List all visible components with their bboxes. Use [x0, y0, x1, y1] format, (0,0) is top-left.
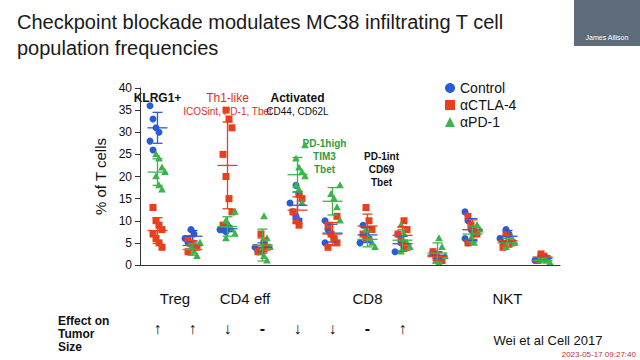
- svg-text:5: 5: [125, 236, 132, 250]
- svg-text:0: 0: [125, 258, 132, 272]
- svg-text:Tbet: Tbet: [314, 164, 336, 175]
- svg-text:15: 15: [119, 192, 133, 206]
- svg-text:KLRG1+: KLRG1+: [133, 90, 182, 105]
- svg-text:TIM3: TIM3: [313, 151, 336, 162]
- svg-text:PD-1high: PD-1high: [303, 138, 347, 149]
- svg-text:↑: ↑: [189, 320, 197, 337]
- svg-text:Tbet: Tbet: [371, 177, 393, 188]
- svg-text:↑: ↑: [399, 320, 407, 337]
- svg-text:CD69: CD69: [369, 164, 395, 175]
- svg-text:↓: ↓: [224, 320, 232, 337]
- svg-text:CD44, CD62L: CD44, CD62L: [266, 106, 329, 117]
- svg-text:NKT: NKT: [493, 290, 523, 307]
- svg-text:↑: ↑: [154, 320, 162, 337]
- svg-text:↓: ↓: [294, 320, 302, 337]
- svg-text:CD8: CD8: [352, 290, 382, 307]
- svg-text:30: 30: [119, 125, 133, 139]
- svg-text:Wei et al Cell 2017: Wei et al Cell 2017: [494, 333, 603, 348]
- svg-text:Treg: Treg: [160, 290, 190, 307]
- svg-text:CD4 eff: CD4 eff: [220, 290, 271, 307]
- svg-text:35: 35: [119, 103, 133, 117]
- svg-text:ICOSint, PD-1, Tbet: ICOSint, PD-1, Tbet: [183, 106, 272, 117]
- svg-text:% of T cells: % of T cells: [92, 138, 109, 215]
- svg-text:-: -: [260, 320, 265, 337]
- svg-text:population frequencies: population frequencies: [17, 37, 218, 59]
- svg-text:-: -: [365, 320, 370, 337]
- svg-text:40: 40: [119, 81, 133, 95]
- svg-text:Tumor: Tumor: [58, 327, 95, 341]
- svg-text:Effect on: Effect on: [58, 314, 109, 328]
- svg-text:Control: Control: [460, 80, 505, 96]
- svg-text:Checkpoint blockade modulates: Checkpoint blockade modulates MC38 infil…: [17, 11, 503, 33]
- svg-text:↓: ↓: [329, 320, 337, 337]
- svg-text:20: 20: [119, 170, 133, 184]
- svg-text:αPD-1: αPD-1: [460, 114, 500, 130]
- svg-text:10: 10: [119, 214, 133, 228]
- svg-text:Th1-like: Th1-like: [206, 91, 249, 105]
- svg-text:2023-05-17 09:27:40: 2023-05-17 09:27:40: [562, 350, 637, 359]
- svg-text:αCTLA-4: αCTLA-4: [460, 97, 517, 113]
- svg-text:25: 25: [119, 147, 133, 161]
- svg-text:Activated: Activated: [270, 91, 324, 105]
- svg-text:Size: Size: [58, 340, 82, 354]
- svg-text:PD-1int: PD-1int: [364, 151, 400, 162]
- svg-text:James Allison: James Allison: [586, 34, 629, 41]
